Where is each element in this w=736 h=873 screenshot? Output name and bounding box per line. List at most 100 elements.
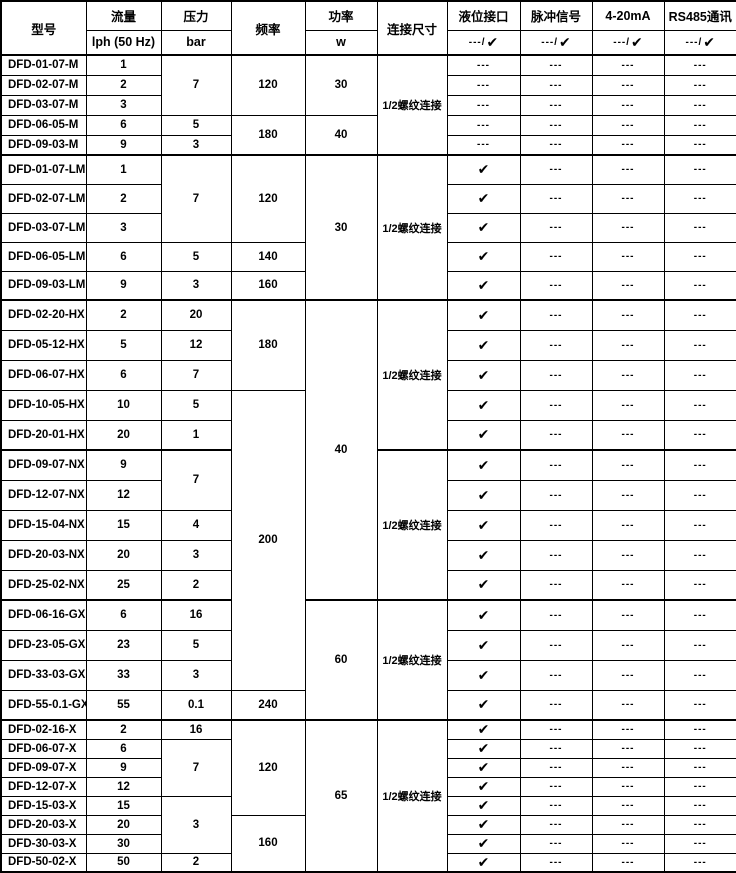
na-slash-label: ---/ bbox=[541, 36, 559, 48]
4-20ma-cell: --- bbox=[591, 719, 665, 740]
model-cell: DFD-06-07-X bbox=[0, 738, 87, 759]
level-port-cell: ✔ bbox=[446, 852, 521, 873]
na-slash-label: ---/ bbox=[613, 36, 631, 48]
check-icon: ✔ bbox=[477, 248, 490, 264]
check-icon: ✔ bbox=[477, 721, 490, 738]
rs485-cell: --- bbox=[663, 509, 736, 541]
rs485-cell: --- bbox=[663, 539, 736, 571]
level-port-cell: --- bbox=[446, 94, 521, 116]
check-icon: ✔ bbox=[477, 740, 490, 756]
col-header-rs485: RS485通讯 bbox=[663, 0, 736, 31]
4-20ma-cell: --- bbox=[591, 154, 665, 185]
level-port-cell: ✔ bbox=[446, 183, 521, 214]
table-row: DFD-30-03-X 30 ✔ --- --- --- bbox=[0, 833, 736, 854]
model-cell: DFD-12-07-X bbox=[0, 776, 87, 797]
col-subheader-flow: lph (50 Hz) bbox=[85, 29, 162, 56]
col-header-level-port: 液位接口 bbox=[446, 0, 521, 31]
level-port-cell: ✔ bbox=[446, 270, 521, 301]
rs485-cell: --- bbox=[663, 134, 736, 156]
4-20ma-cell: --- bbox=[591, 539, 665, 571]
check-icon: ✔ bbox=[477, 816, 490, 832]
level-port-cell: --- bbox=[446, 54, 521, 76]
table-row: DFD-23-05-GX 23 5 ✔ --- --- --- bbox=[0, 629, 736, 661]
rs485-cell: --- bbox=[663, 270, 736, 301]
pulse-signal-cell: --- bbox=[519, 449, 593, 481]
check-icon: ✔ bbox=[477, 161, 490, 178]
check-icon: ✔ bbox=[477, 778, 490, 794]
level-port-cell: ✔ bbox=[446, 795, 521, 816]
pulse-signal-cell: --- bbox=[519, 659, 593, 691]
flow-cell: 15 bbox=[85, 509, 162, 541]
rs485-cell: --- bbox=[663, 599, 736, 631]
header-row-2: lph (50 Hz) bar w ---/✔ ---/✔ ---/✔ ---/✔ bbox=[1, 29, 736, 56]
flow-cell: 2 bbox=[85, 299, 162, 331]
check-icon: ✔ bbox=[477, 797, 490, 813]
frequency-cell: 240 bbox=[230, 689, 306, 721]
4-20ma-cell: --- bbox=[591, 689, 665, 721]
pressure-cell: 1 bbox=[160, 419, 232, 451]
rs485-cell: --- bbox=[663, 852, 736, 873]
table-row: DFD-06-07-HX 6 7 ✔ --- --- --- bbox=[0, 359, 736, 391]
flow-cell: 3 bbox=[85, 94, 162, 116]
flow-cell: 10 bbox=[85, 389, 162, 421]
check-icon: ✔ bbox=[477, 835, 490, 851]
col-header-pressure: 压力 bbox=[160, 0, 232, 31]
connection-cell: 1/2螺纹连接 bbox=[376, 719, 448, 873]
check-icon: ✔ bbox=[559, 33, 571, 50]
frequency-cell: 200 bbox=[230, 389, 306, 691]
pulse-signal-cell: --- bbox=[519, 738, 593, 759]
4-20ma-cell: --- bbox=[591, 419, 665, 451]
table-row: DFD-09-07-NX 9 7 1/2螺纹连接 ✔ --- --- --- bbox=[0, 449, 736, 601]
check-icon: ✔ bbox=[477, 426, 490, 443]
level-port-cell: ✔ bbox=[446, 599, 521, 631]
4-20ma-cell: --- bbox=[591, 74, 665, 96]
model-cell: DFD-03-07-LM bbox=[0, 212, 87, 243]
table-row: DFD-15-04-NX 15 4 ✔ --- --- --- bbox=[0, 509, 736, 541]
4-20ma-cell: --- bbox=[591, 329, 665, 361]
table-row: DFD-20-03-X 20 160 ✔ --- --- --- bbox=[0, 814, 736, 873]
level-port-cell: ✔ bbox=[446, 719, 521, 740]
frequency-cell: 120 bbox=[230, 54, 306, 116]
check-icon: ✔ bbox=[477, 546, 490, 563]
power-cell: 40 bbox=[304, 114, 378, 156]
model-cell: DFD-50-02-X bbox=[0, 852, 87, 873]
table-row: DFD-20-03-NX 20 3 ✔ --- --- --- bbox=[0, 539, 736, 571]
check-icon: ✔ bbox=[477, 666, 490, 683]
4-20ma-cell: --- bbox=[591, 270, 665, 301]
pulse-signal-cell: --- bbox=[519, 539, 593, 571]
col-header-connection: 连接尺寸 bbox=[376, 0, 448, 56]
4-20ma-cell: --- bbox=[591, 776, 665, 797]
flow-cell: 5 bbox=[85, 329, 162, 361]
model-cell: DFD-33-03-GX bbox=[0, 659, 87, 691]
table-row: DFD-10-05-HX 10 5 200 ✔ --- --- --- bbox=[0, 389, 736, 691]
model-cell: DFD-06-07-HX bbox=[0, 359, 87, 391]
table-row: DFD-03-07-LM 3 ✔ --- --- --- bbox=[0, 212, 736, 243]
model-cell: DFD-06-16-GX bbox=[0, 599, 87, 631]
level-port-cell: ✔ bbox=[446, 509, 521, 541]
check-icon: ✔ bbox=[477, 486, 490, 503]
table-row: DFD-09-03-M 9 3 --- --- --- --- bbox=[0, 134, 736, 156]
check-icon: ✔ bbox=[477, 276, 490, 293]
rs485-cell: --- bbox=[663, 212, 736, 243]
level-port-cell: --- bbox=[446, 114, 521, 136]
pressure-cell: 2 bbox=[160, 569, 232, 601]
power-cell: 30 bbox=[304, 54, 378, 116]
pulse-signal-cell: --- bbox=[519, 689, 593, 721]
model-cell: DFD-15-04-NX bbox=[0, 509, 87, 541]
check-icon: ✔ bbox=[477, 759, 490, 775]
4-20ma-cell: --- bbox=[591, 212, 665, 243]
4-20ma-cell: --- bbox=[591, 659, 665, 691]
rs485-cell: --- bbox=[663, 74, 736, 96]
flow-cell: 9 bbox=[85, 270, 162, 301]
pressure-cell: 20 bbox=[160, 299, 232, 331]
pulse-signal-cell: --- bbox=[519, 154, 593, 185]
rs485-cell: --- bbox=[663, 183, 736, 214]
na-slash-label: ---/ bbox=[685, 36, 703, 48]
col-subheader-level-port: ---/✔ bbox=[446, 29, 521, 56]
model-cell: DFD-09-07-X bbox=[0, 757, 87, 778]
check-icon: ✔ bbox=[477, 606, 490, 623]
connection-cell: 1/2螺纹连接 bbox=[376, 154, 448, 301]
check-icon: ✔ bbox=[477, 636, 490, 653]
pressure-cell: 4 bbox=[160, 509, 232, 541]
pressure-cell: 7 bbox=[160, 449, 232, 511]
